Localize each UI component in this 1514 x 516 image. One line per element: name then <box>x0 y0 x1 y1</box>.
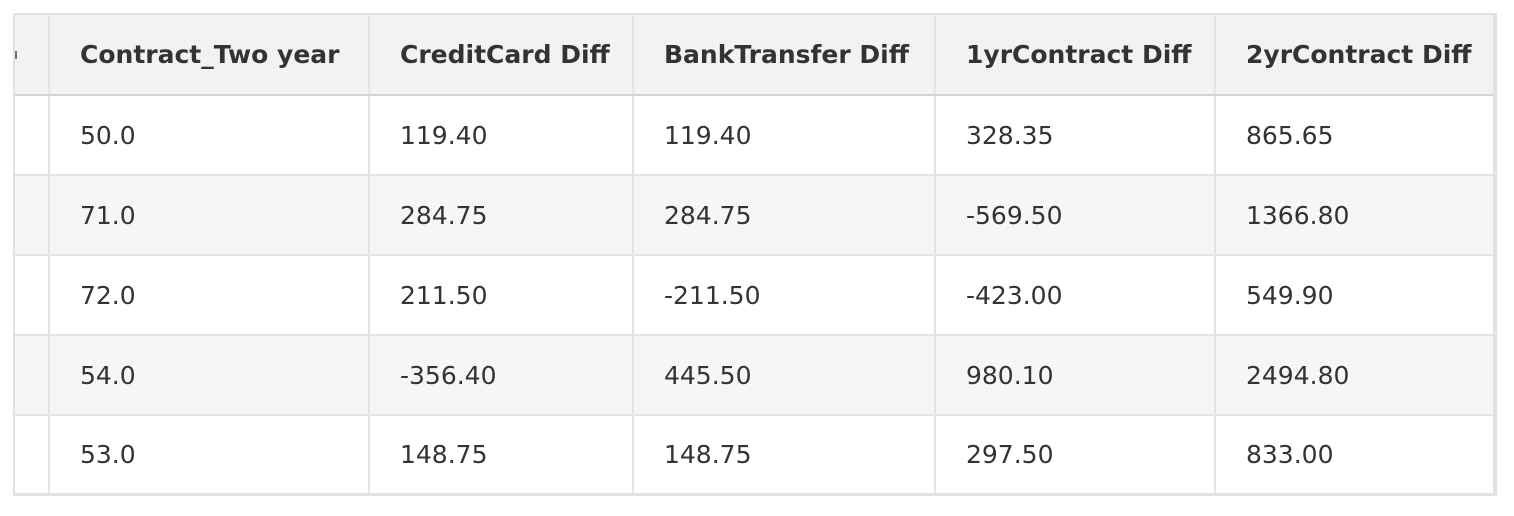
table-cell: 297.50 <box>935 415 1216 493</box>
table-row: 53.0 148.75 148.75 297.50 833.00 <box>15 415 1493 493</box>
data-table: Contract_Two year CreditCard Diff BankTr… <box>15 15 1493 493</box>
row-index-cell <box>15 175 50 256</box>
table-cell: 53.0 <box>49 415 370 493</box>
table-cell: -211.50 <box>633 255 936 336</box>
table-cell: 549.90 <box>1215 255 1493 336</box>
table-cell: 865.65 <box>1215 95 1493 176</box>
table-cell: 50.0 <box>49 95 370 176</box>
table-cell: 1366.80 <box>1215 175 1493 256</box>
table-frame: Contract_Two year CreditCard Diff BankTr… <box>13 13 1497 496</box>
table-cell: 148.75 <box>633 415 936 493</box>
table-cell: 148.75 <box>369 415 634 493</box>
table-row: 72.0 211.50 -211.50 -423.00 549.90 <box>15 255 1493 336</box>
table-header-row: Contract_Two year CreditCard Diff BankTr… <box>15 15 1493 96</box>
table-cell: 119.40 <box>369 95 634 176</box>
table-cell: 54.0 <box>49 335 370 416</box>
table-cell: -356.40 <box>369 335 634 416</box>
column-header-banktransfer-diff[interactable]: BankTransfer Diff <box>633 15 936 96</box>
data-table-container[interactable]: Contract_Two year CreditCard Diff BankTr… <box>15 15 1493 495</box>
table-cell: 2494.80 <box>1215 335 1493 416</box>
table-cell: 72.0 <box>49 255 370 336</box>
row-index-cell <box>15 335 50 416</box>
table-cell: 71.0 <box>49 175 370 256</box>
table-cell: -569.50 <box>935 175 1216 256</box>
table-cell: 833.00 <box>1215 415 1493 493</box>
table-row: 54.0 -356.40 445.50 980.10 2494.80 <box>15 335 1493 416</box>
column-header-2yrcontract-diff[interactable]: 2yrContract Diff <box>1215 15 1493 96</box>
table-row: 50.0 119.40 119.40 328.35 865.65 <box>15 95 1493 176</box>
table-row: 71.0 284.75 284.75 -569.50 1366.80 <box>15 175 1493 256</box>
table-cell: -423.00 <box>935 255 1216 336</box>
column-header-creditcard-diff[interactable]: CreditCard Diff <box>369 15 634 96</box>
row-index-cell <box>15 255 50 336</box>
table-cell: 119.40 <box>633 95 936 176</box>
table-cell: 445.50 <box>633 335 936 416</box>
table-cell: 284.75 <box>633 175 936 256</box>
column-header-1yrcontract-diff[interactable]: 1yrContract Diff <box>935 15 1216 96</box>
table-cell: 328.35 <box>935 95 1216 176</box>
column-header-contract-two-year[interactable]: Contract_Two year <box>49 15 370 96</box>
row-index-cell <box>15 95 50 176</box>
table-cell: 211.50 <box>369 255 634 336</box>
index-column-header <box>15 15 50 96</box>
row-index-cell <box>15 415 50 493</box>
table-cell: 284.75 <box>369 175 634 256</box>
table-cell: 980.10 <box>935 335 1216 416</box>
truncated-column-marker <box>15 51 17 59</box>
